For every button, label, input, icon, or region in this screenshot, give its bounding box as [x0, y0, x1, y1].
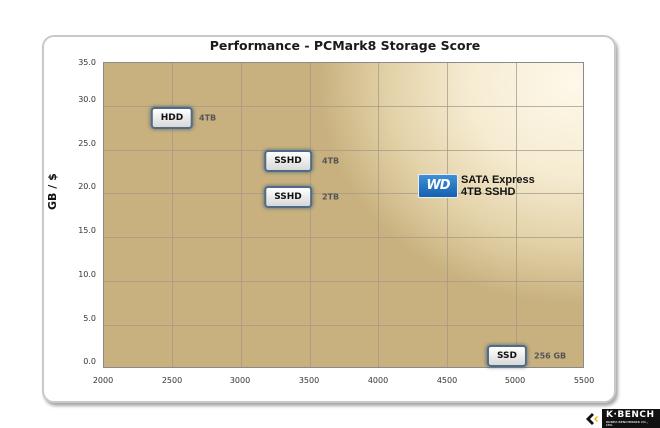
marker-sshd-4tb: SSHD — [264, 150, 312, 172]
gridline — [104, 106, 583, 107]
y-tick: 0.0 — [83, 357, 96, 366]
wd-annotation-line1: SATA Express — [461, 174, 535, 186]
x-tick: 5000 — [504, 376, 526, 385]
x-tick: 5500 — [573, 376, 595, 385]
x-tick: 3500 — [298, 376, 320, 385]
gridline — [241, 63, 242, 367]
marker-sshd-2tb-capacity: 2TB — [322, 192, 340, 202]
chart-title: Performance - PCMark8 Storage Score — [209, 38, 481, 53]
y-tick: 15.0 — [78, 226, 96, 235]
kbench-arrow-icon — [585, 412, 598, 425]
gridline — [104, 237, 583, 238]
gridline — [172, 63, 173, 367]
wd-logo-icon: WD — [418, 174, 458, 198]
marker-hdd-capacity: 4TB — [199, 113, 217, 123]
marker-sshd-2tb: SSHD — [264, 186, 312, 208]
y-tick: 35.0 — [78, 58, 96, 67]
x-tick: 4000 — [367, 376, 389, 385]
kbench-logo: K·BENCH KOREA BENCHMARK CO., LTD. — [585, 409, 660, 428]
y-tick: 10.0 — [78, 270, 96, 279]
y-tick: 30.0 — [78, 95, 96, 104]
gridline — [104, 281, 583, 282]
gridline — [104, 150, 583, 151]
x-tick: 2000 — [92, 376, 114, 385]
x-tick: 2500 — [161, 376, 183, 385]
y-tick: 25.0 — [78, 139, 96, 148]
x-tick: 3000 — [229, 376, 251, 385]
gridline — [310, 63, 311, 367]
wd-annotation: SATA Express 4TB SSHD — [461, 174, 535, 198]
kbench-wordmark: K·BENCH KOREA BENCHMARK CO., LTD. — [601, 409, 660, 428]
plot-area: HDD 4TB SSHD 4TB SSHD 2TB WD SATA Expres… — [103, 62, 584, 368]
gridline — [104, 193, 583, 194]
gridline — [378, 63, 379, 367]
gridline — [516, 63, 517, 367]
y-tick: 5.0 — [83, 314, 96, 323]
marker-sshd-4tb-capacity: 4TB — [322, 156, 340, 166]
y-tick: 20.0 — [78, 182, 96, 191]
marker-hdd: HDD — [150, 107, 194, 129]
gridline — [447, 63, 448, 367]
marker-ssd-capacity: 256 GB — [534, 351, 567, 361]
y-axis-label: GB / $ — [46, 173, 59, 210]
x-tick: 4500 — [436, 376, 458, 385]
marker-ssd: SSD — [486, 345, 528, 367]
wd-annotation-line2: 4TB SSHD — [461, 186, 516, 198]
gridline — [104, 325, 583, 326]
